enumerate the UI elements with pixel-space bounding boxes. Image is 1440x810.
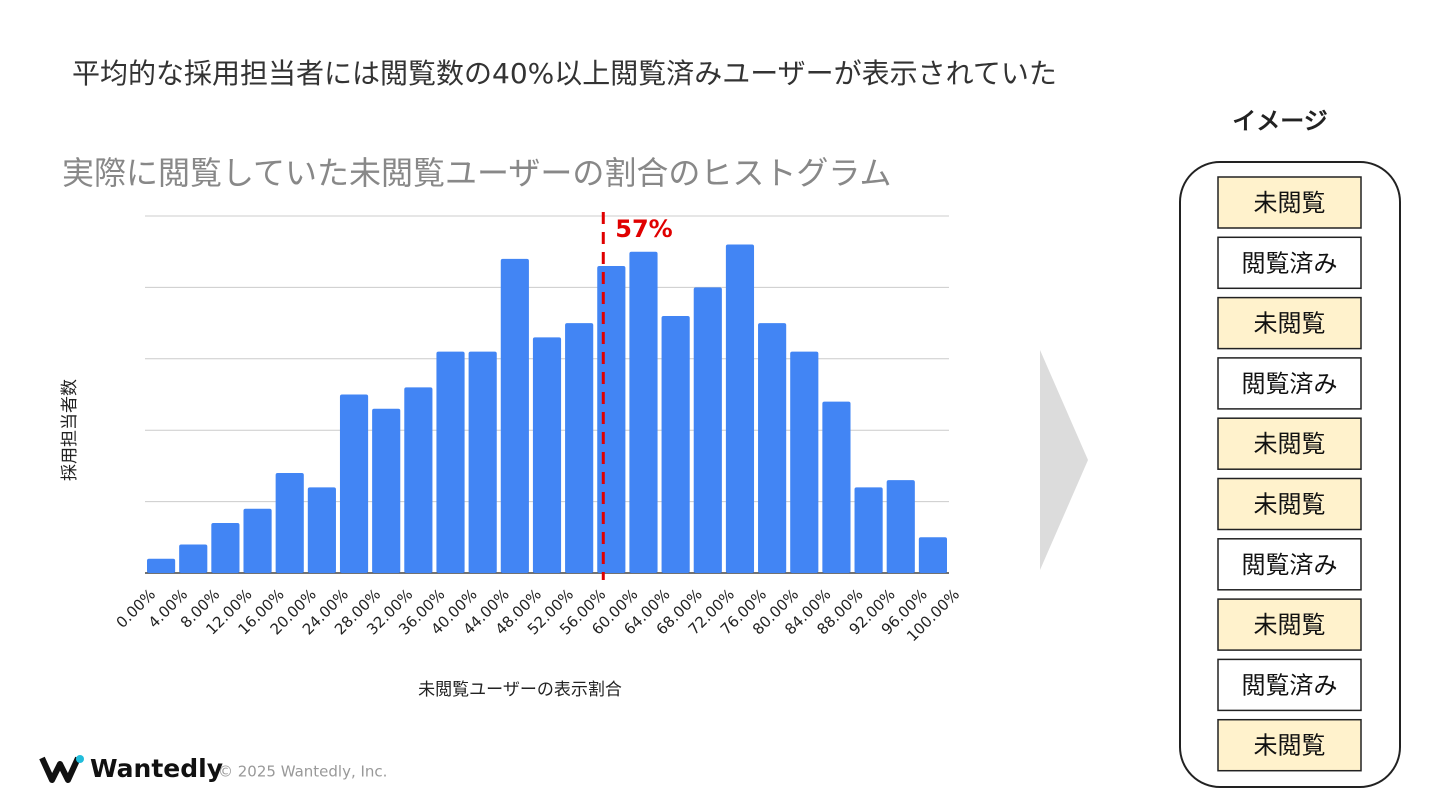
bar — [629, 251, 658, 573]
bar — [661, 315, 690, 573]
panel-item — [1217, 236, 1362, 290]
panel-item-label: 閲覧済み — [1242, 249, 1338, 277]
bar — [758, 323, 787, 573]
bar — [179, 544, 208, 573]
panel-item — [1217, 718, 1362, 772]
bar — [339, 394, 369, 573]
panel-title: イメージ — [1232, 107, 1328, 135]
panel-item-label: 未閲覧 — [1254, 430, 1326, 458]
y-axis-label: 採用担当者数 — [60, 379, 80, 481]
bar — [693, 287, 722, 573]
bar — [918, 537, 947, 573]
bar — [565, 323, 594, 573]
panel-item-label: 未閲覧 — [1254, 491, 1326, 519]
panel-item — [1217, 538, 1362, 591]
panel-item — [1217, 598, 1362, 651]
panel-item — [1217, 477, 1362, 531]
chart-title: 実際に閲覧していた未閲覧ユーザーの割合のヒストグラム — [62, 154, 891, 192]
x-axis-label: 未閲覧ユーザーの表示割合 — [418, 680, 622, 700]
headline: 平均的な採用担当者には閲覧数の40%以上閲覧済みユーザーが表示されていた — [72, 57, 1057, 90]
logo: Wantedly © 2025 Wantedly, Inc. — [39, 754, 387, 783]
bar — [468, 351, 497, 573]
bar — [597, 265, 626, 573]
bar — [243, 508, 272, 573]
bar — [147, 558, 176, 573]
bar — [532, 337, 562, 573]
panel-item-label: 閲覧済み — [1242, 370, 1338, 398]
annotation: 57% — [615, 215, 672, 243]
bar — [822, 401, 851, 573]
panel-item — [1217, 417, 1362, 470]
panel-item — [1217, 176, 1362, 229]
bar — [307, 487, 336, 573]
panel-item-label: 未閲覧 — [1254, 611, 1326, 639]
bar — [211, 523, 240, 573]
panel-item-label: 閲覧済み — [1242, 551, 1338, 579]
panel-item — [1217, 357, 1362, 410]
panel-item — [1217, 658, 1362, 712]
arrow — [1040, 350, 1088, 570]
logo-dot — [76, 755, 84, 763]
bar — [725, 244, 755, 573]
panel-item-label: 未閲覧 — [1254, 189, 1326, 217]
bar — [404, 387, 433, 573]
bar — [372, 408, 401, 573]
panel-item-label: 閲覧済み — [1242, 671, 1338, 699]
bar — [500, 258, 529, 573]
bar — [886, 480, 915, 573]
bar — [854, 487, 883, 573]
panel-item-label: 未閲覧 — [1254, 310, 1326, 338]
brand: Wantedly — [90, 754, 223, 783]
logo-mark — [39, 756, 81, 783]
copyright: © 2025 Wantedly, Inc. — [218, 763, 387, 781]
panel-item-label: 未閲覧 — [1254, 732, 1326, 760]
bar — [436, 351, 465, 573]
bar — [275, 473, 304, 573]
bar — [790, 351, 819, 573]
panel-item — [1217, 296, 1362, 350]
